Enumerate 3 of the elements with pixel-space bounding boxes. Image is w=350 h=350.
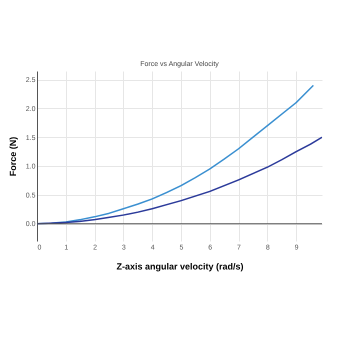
x-axis-title: Z-axis angular velocity (rad/s) <box>116 262 244 272</box>
y-axis-title: Force (N) <box>8 136 18 176</box>
line-series <box>37 136 322 224</box>
